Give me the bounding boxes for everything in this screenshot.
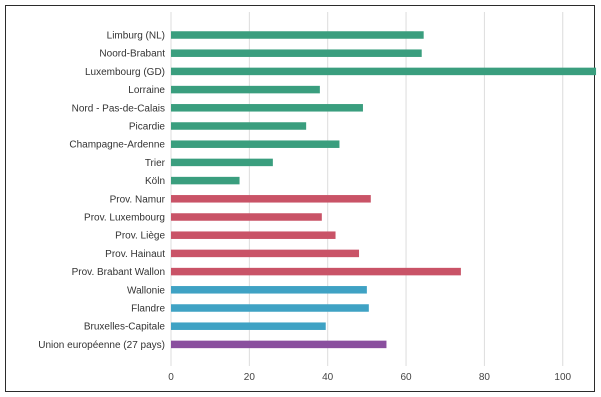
bar-15 [171,304,369,312]
bars [171,31,597,349]
bar-7 [171,158,273,167]
x-tick-label-2: 40 [322,372,334,383]
bar-13 [171,267,461,276]
bar-4 [171,104,363,112]
bar-2 [171,67,597,76]
category-label-2: Luxembourg (GD) [85,67,165,78]
category-label-10: Prov. Luxembourg [84,213,165,224]
x-tick-label-4: 80 [479,372,491,383]
x-tick-label-5: 100 [554,372,571,383]
bar-5 [171,122,307,130]
bar-17 [171,340,387,349]
category-label-12: Prov. Hainaut [105,249,165,260]
bar-6 [171,140,340,148]
x-tick-label-0: 0 [168,372,174,383]
bar-12 [171,249,360,258]
x-tick-label-3: 60 [400,372,412,383]
gridlines [170,12,564,366]
x-tick-label-1: 20 [244,372,256,383]
bar-3 [171,85,320,94]
category-label-11: Prov. Liège [115,231,165,242]
category-label-14: Wallonie [127,285,165,296]
bar-1 [171,49,422,57]
category-label-3: Lorraine [128,85,165,96]
category-label-17: Union européenne (27 pays) [38,340,165,351]
bar-16 [171,322,326,330]
category-label-4: Nord - Pas-de-Calais [72,103,165,114]
bar-9 [171,195,371,203]
category-label-5: Picardie [129,122,166,133]
category-label-0: Limburg (NL) [107,31,165,42]
bar-0 [171,31,424,39]
bar-8 [171,176,240,185]
category-label-9: Prov. Namur [110,194,166,205]
x-axis-ticks: 0 20 40 60 80 100 [168,372,571,383]
category-label-15: Flandre [131,304,165,315]
bar-14 [171,286,367,294]
category-label-7: Trier [145,158,166,169]
bar-11 [171,231,336,239]
category-label-8: Köln [145,176,165,187]
category-labels: Limburg (NL) Noord-Brabant Luxembourg (GD)… [38,31,165,351]
category-label-16: Bruxelles-Capitale [84,322,166,333]
category-label-1: Noord-Brabant [99,49,165,60]
category-label-6: Champagne-Ardenne [69,140,165,151]
category-label-13: Prov. Brabant Wallon [72,267,165,278]
bar-10 [171,213,322,221]
